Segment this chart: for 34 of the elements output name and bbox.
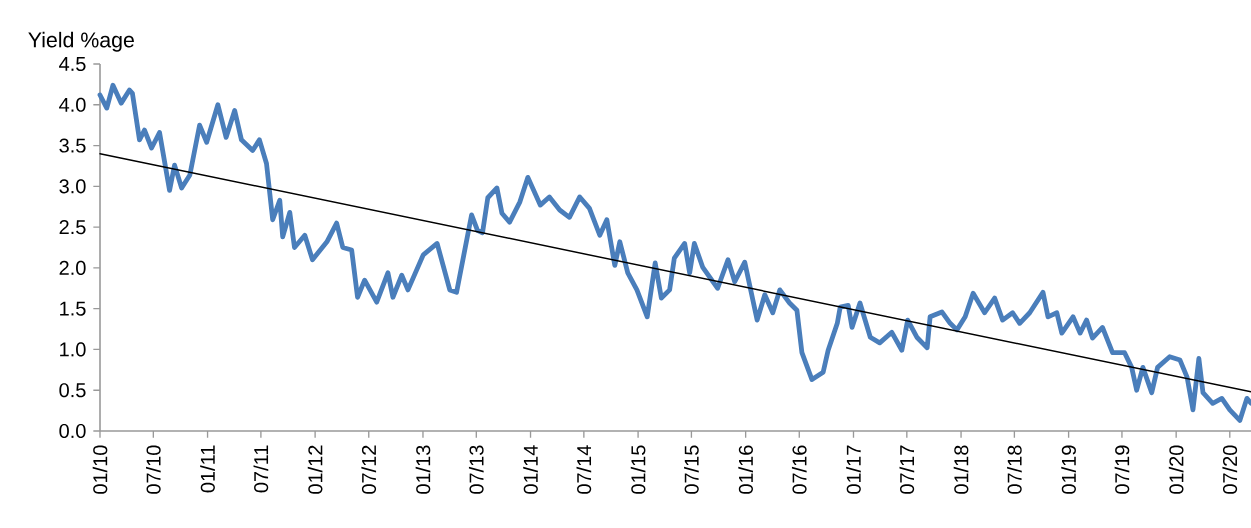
y-tick-label: 4.5: [59, 57, 86, 71]
y-tick-label: 4.0: [59, 97, 86, 112]
y-axis-title: Yield %age: [28, 31, 134, 52]
x-tick-label: 07/13: [468, 445, 484, 494]
x-tick-label: 01/11: [200, 445, 215, 493]
x-tick-label: 07/18: [1007, 445, 1022, 494]
x-tick-label: 07/20: [1222, 445, 1238, 494]
y-tick-label: 1.0: [60, 342, 86, 357]
x-tick-label: 07/15: [684, 445, 699, 494]
y-tick-label: 0.5: [59, 383, 86, 398]
x-tick-label: 07/12: [361, 445, 377, 494]
x-tick-label: 01/16: [738, 445, 753, 494]
x-tick-label: 07/11: [253, 445, 269, 493]
line-series: [97, 82, 1251, 423]
x-tick-label: 01/13: [415, 445, 431, 494]
x-tick-label: 01/19: [1061, 445, 1076, 494]
x-tick-label: 01/12: [307, 445, 323, 494]
y-tick-label: 0.0: [59, 423, 86, 439]
x-tick-label: 01/15: [630, 445, 646, 494]
x-tick-label: 07/19: [1114, 445, 1130, 494]
x-tick-label: 07/17: [899, 445, 915, 494]
x-tick-label: 01/20: [1168, 445, 1184, 494]
x-tick-label: 07/14: [576, 445, 592, 494]
x-tick-label: 01/14: [523, 445, 538, 494]
x-tick-label: 07/16: [791, 445, 807, 494]
x-tick-label: 01/17: [846, 445, 861, 494]
y-tick-label: 3.0: [59, 179, 86, 194]
x-tick-label: 07/10: [146, 445, 161, 494]
y-tick-label: 2.5: [59, 220, 86, 235]
x-tick-label: 01/18: [953, 445, 969, 494]
y-tick-label: 2.0: [59, 260, 86, 275]
y-tick-label: 3.5: [59, 138, 86, 153]
x-tick-label: 01/10: [92, 445, 108, 494]
y-tick-label: 1.5: [60, 301, 86, 316]
